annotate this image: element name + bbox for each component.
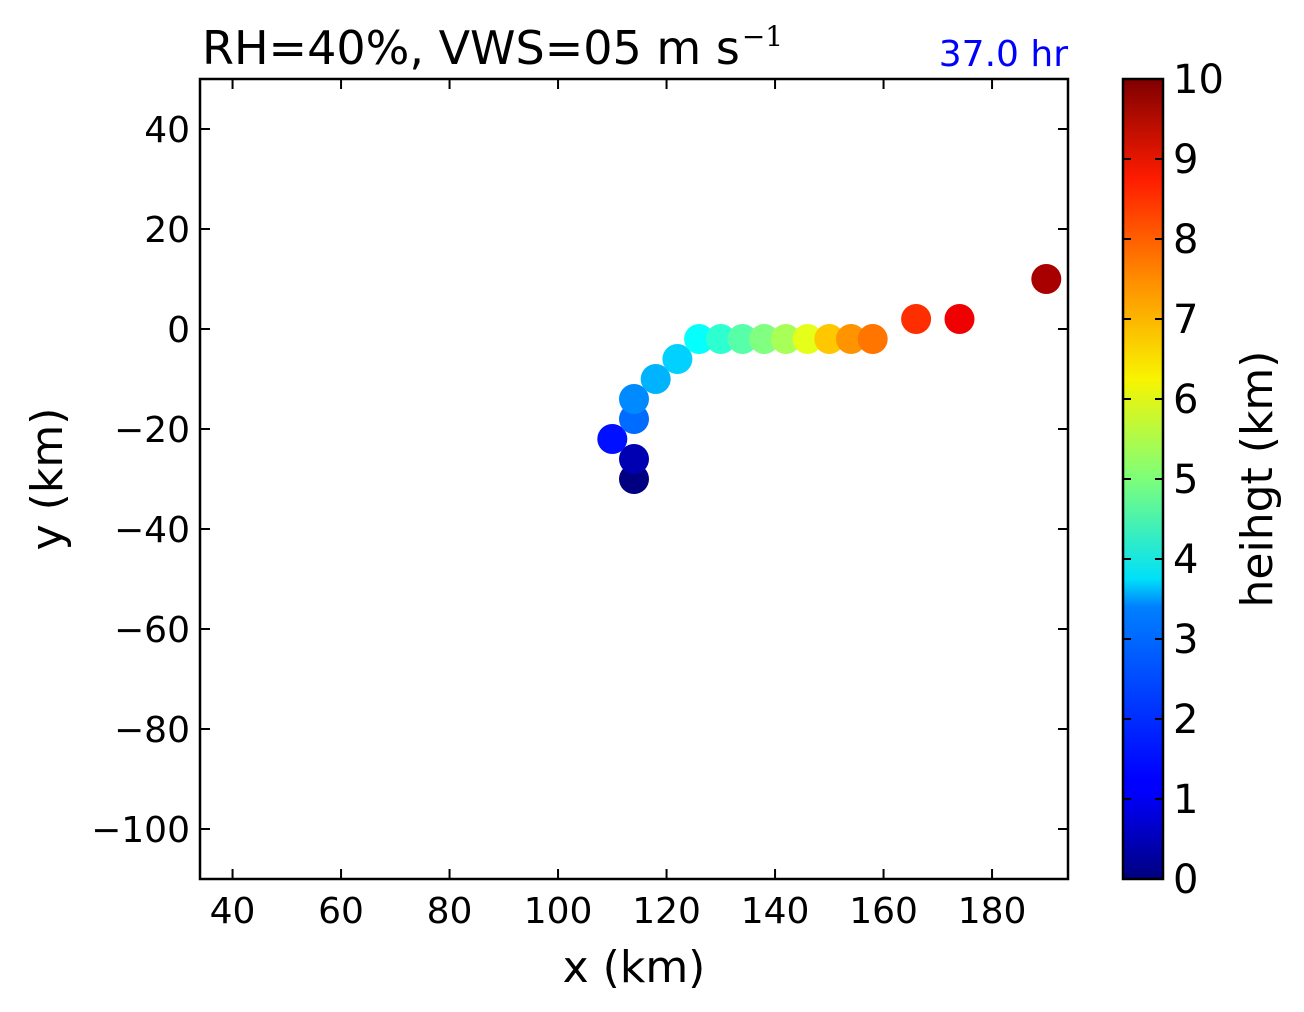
colorbar-label: heihgt (km) — [1232, 351, 1283, 608]
chart-title-main: RH=40%, VWS=05 m s — [202, 21, 740, 75]
x-tick-label: 80 — [427, 891, 473, 932]
colorbar-tick-label: 8 — [1173, 217, 1198, 263]
colorbar-tick-label: 2 — [1173, 697, 1198, 743]
time-annotation: 37.0 hr — [939, 34, 1068, 75]
colorbar-tick-label: 3 — [1173, 617, 1198, 663]
y-axis-label: y (km) — [22, 408, 73, 551]
colorbar-tick-label: 0 — [1173, 857, 1198, 903]
scatter-point-16 — [901, 304, 932, 334]
colorbar-tick-label: 6 — [1173, 377, 1198, 423]
x-tick-label: 180 — [958, 891, 1027, 932]
y-tick-label: −20 — [114, 410, 190, 451]
x-axis-label: x (km) — [563, 942, 706, 993]
scatter-point-12 — [792, 324, 823, 354]
x-tick-label: 60 — [318, 891, 364, 932]
scatter-point-13 — [814, 324, 845, 354]
y-tick-label: −40 — [114, 510, 190, 551]
x-tick-label: 100 — [524, 891, 593, 932]
colorbar-tick-label: 5 — [1173, 457, 1198, 503]
chart-title: RH=40%, VWS=05 m s−1 — [202, 20, 783, 75]
scatter-point-11 — [770, 324, 801, 354]
scatter-point-9 — [727, 324, 758, 354]
scatter-point-4 — [619, 384, 649, 414]
y-tick-label: −60 — [114, 610, 190, 651]
y-tick-label: −100 — [91, 810, 190, 851]
scatter-point-10 — [749, 324, 780, 354]
colorbar-tick-label: 4 — [1173, 537, 1198, 583]
y-tick-label: 20 — [144, 210, 190, 251]
x-tick-label: 120 — [632, 891, 701, 932]
scatter-point-14 — [836, 324, 866, 354]
colorbar-tick-label: 1 — [1173, 777, 1198, 823]
colorbar-ticks: 0 1 2 3 4 5 6 7 8 9 10 — [1123, 57, 1224, 903]
scatter-point-7 — [684, 324, 715, 354]
x-tick-label: 40 — [210, 891, 256, 932]
scatter-point-1 — [619, 444, 649, 474]
scatter-point-18 — [1031, 264, 1062, 294]
x-axis-ticks: 40 60 80 100 120 140 160 180 — [210, 79, 1027, 932]
x-tick-label: 160 — [849, 891, 918, 932]
chart-title-superscript: −1 — [742, 20, 783, 53]
scatter-point-6 — [662, 344, 693, 374]
x-tick-label: 140 — [741, 891, 810, 932]
scatter-point-2 — [597, 424, 628, 454]
y-tick-label: 40 — [144, 110, 190, 151]
scatter-points — [597, 264, 1062, 494]
colorbar-tick-label: 9 — [1173, 137, 1198, 183]
scatter-point-17 — [944, 304, 975, 334]
scatter-point-15 — [857, 324, 888, 354]
y-tick-label: −80 — [114, 710, 190, 751]
colorbar-tick-label: 10 — [1173, 57, 1224, 103]
y-tick-label: 0 — [167, 310, 190, 351]
scatter-point-5 — [640, 364, 671, 394]
y-axis-ticks: 40 20 0 −20 −40 −60 −80 −100 — [91, 110, 1068, 851]
scatter-point-8 — [705, 324, 736, 354]
colorbar-tick-label: 7 — [1173, 297, 1198, 343]
